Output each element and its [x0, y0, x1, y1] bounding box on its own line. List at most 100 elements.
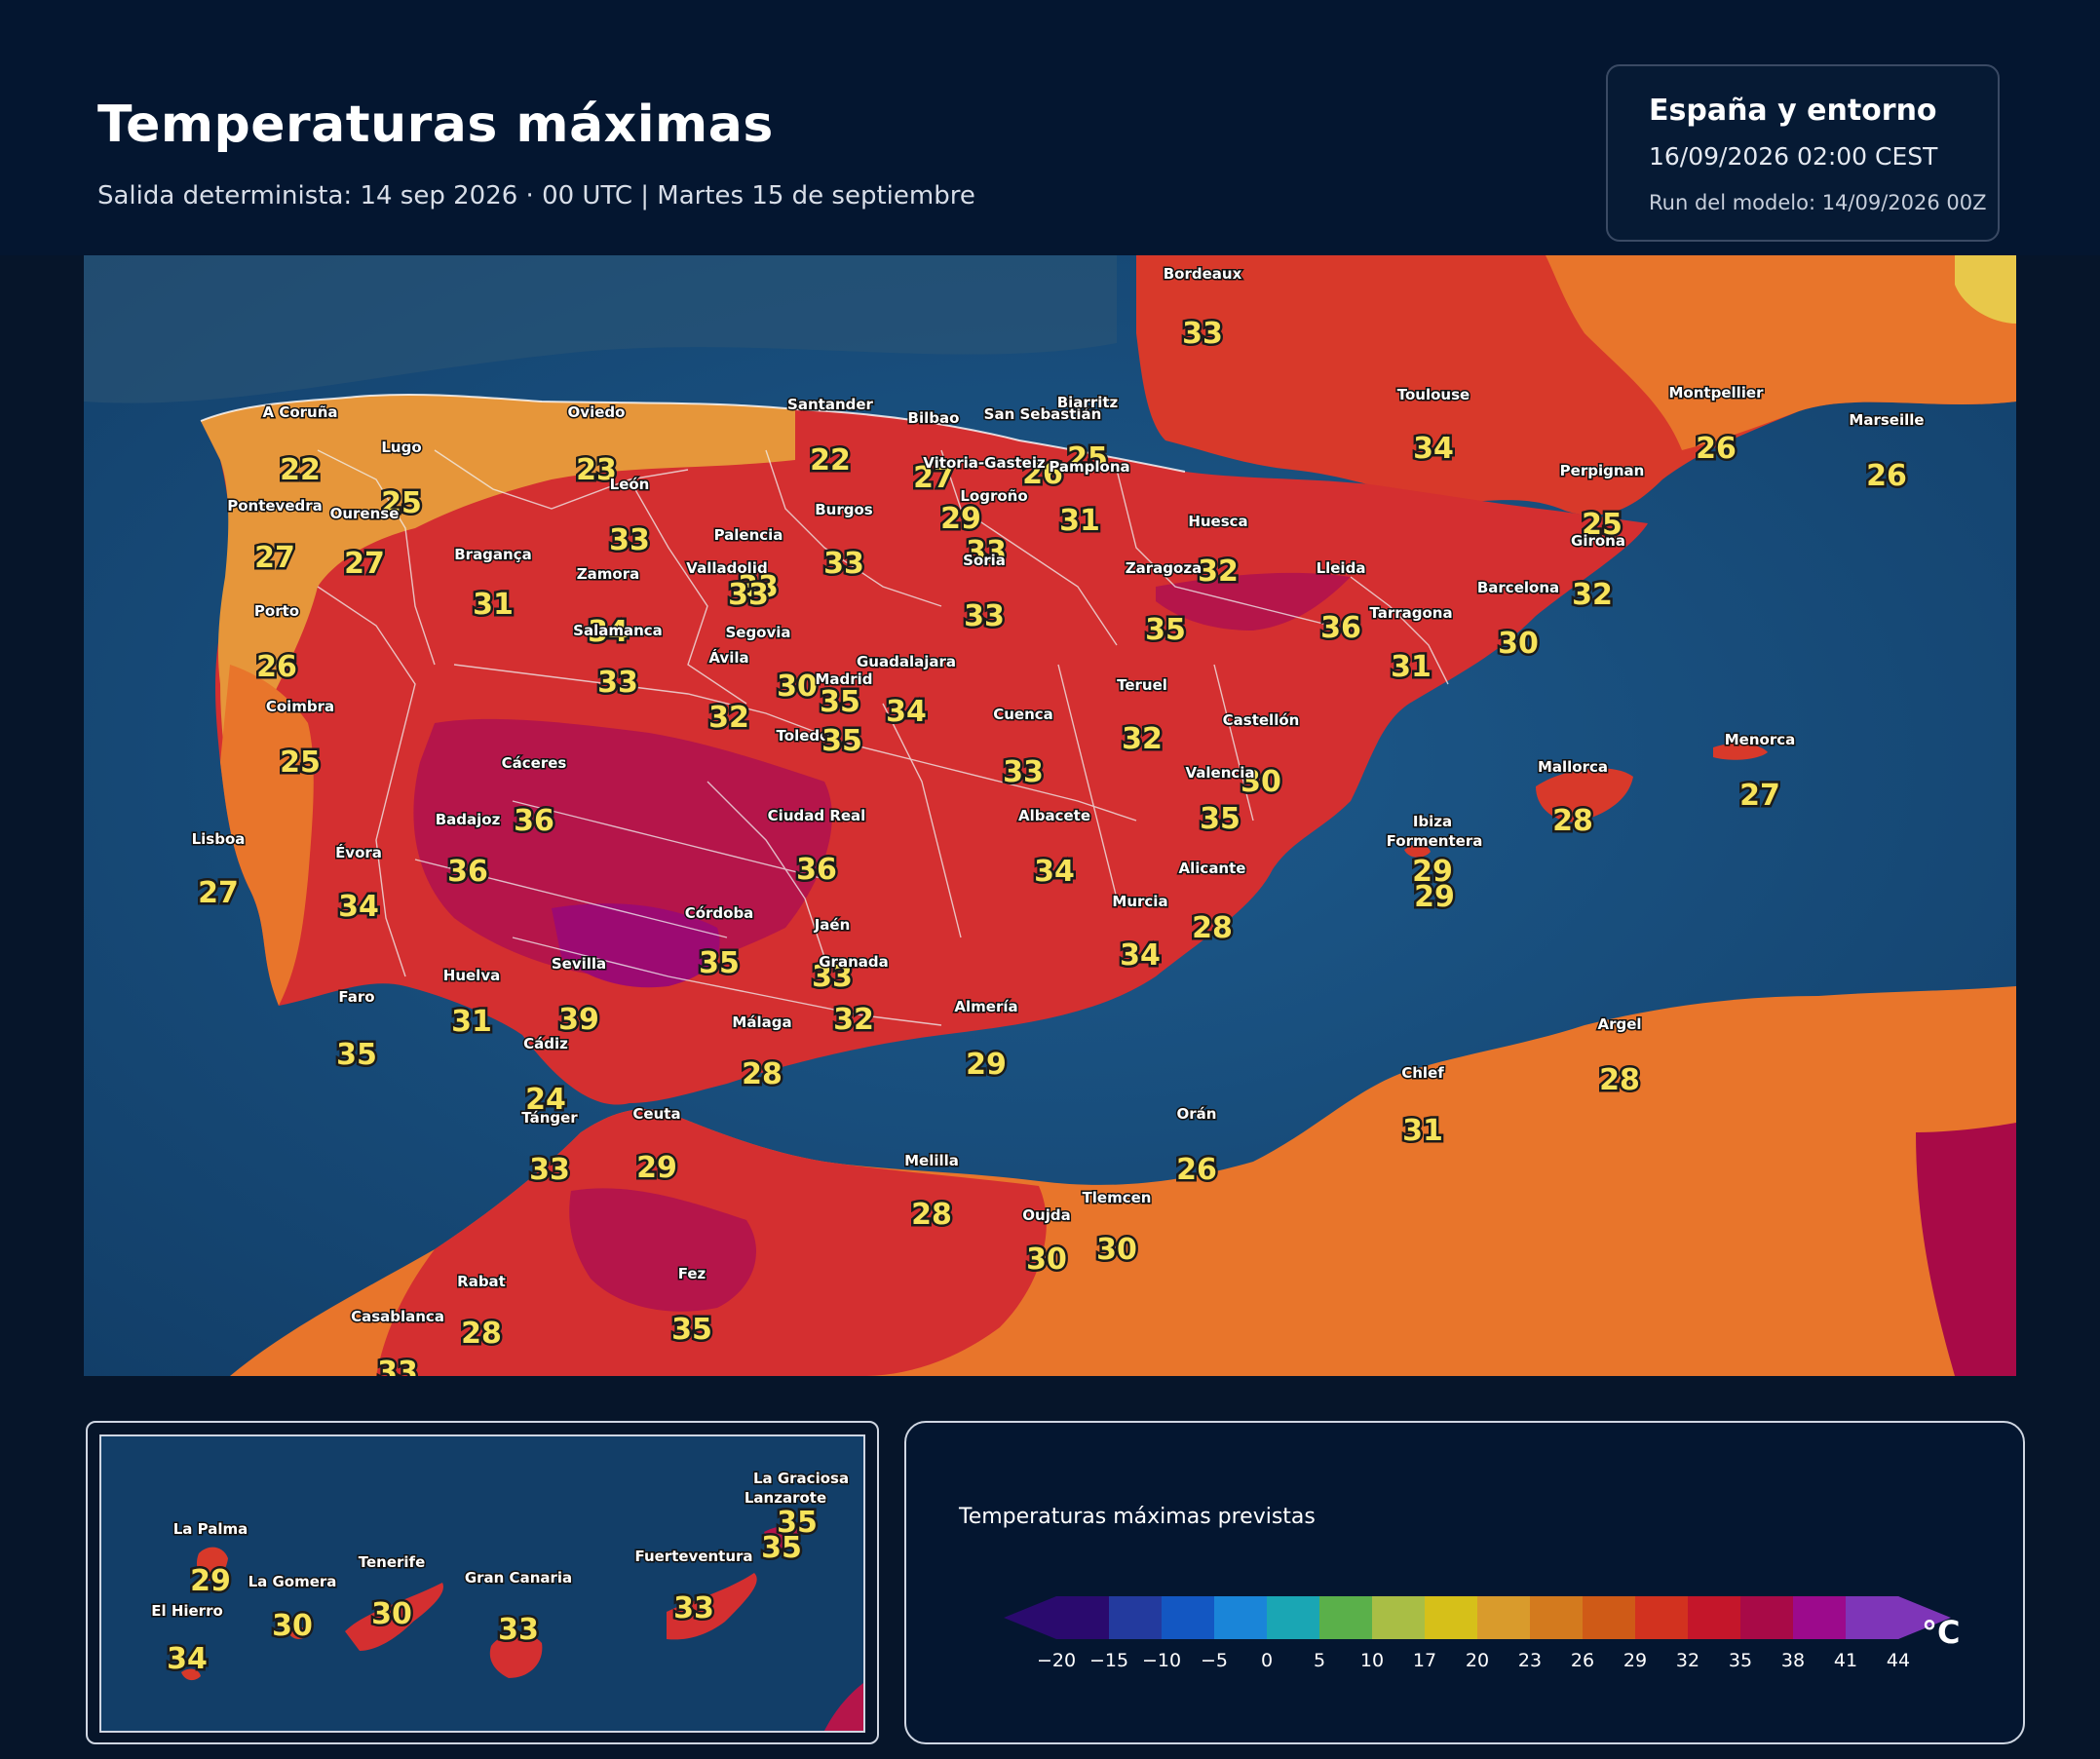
temp-value-zamora: 34: [588, 615, 629, 649]
temp-value-pontevedra: 27: [254, 541, 295, 575]
coastline: [200, 393, 1186, 473]
scale-tick-label: 23: [1518, 1650, 1542, 1671]
place-label-coimbra: Coimbra: [266, 698, 334, 715]
place-label-palencia: Palencia: [714, 526, 783, 544]
temp-value-sevilla: 39: [558, 1003, 599, 1037]
scale-bin-14: [1793, 1596, 1847, 1639]
temp-value-coimbra: 25: [280, 746, 321, 780]
canarias-inset-panel: La Graciosa 35 Lanzarote 35 La Palma 29 Teneri…: [86, 1421, 879, 1744]
place-label-guadalajara: Guadalajara: [857, 653, 956, 670]
temp-value-a-coruna: 22: [280, 453, 321, 487]
place-label-castellon: Castellón: [1223, 711, 1300, 729]
temp-value-montpellier: 26: [1696, 432, 1737, 466]
temp-value-el-hierro: 34: [167, 1642, 208, 1676]
scale-bin-1: [1109, 1596, 1163, 1639]
north-coast-cool: [201, 394, 795, 801]
east-africa-hot-zone: [1916, 1123, 2016, 1376]
temp-value-ourense: 27: [344, 547, 385, 581]
temp-value-salamanca: 33: [597, 666, 638, 700]
place-label-a-coruna: A Coruña: [262, 403, 337, 421]
run-subtitle: Salida determinista: 14 sep 2026 · 00 UT…: [97, 181, 975, 210]
place-label-ourense: Ourense: [330, 505, 400, 522]
scale-bin-3: [1214, 1596, 1268, 1639]
place-label-zamora: Zamora: [577, 565, 639, 583]
temp-value-guadalajara: 34: [886, 695, 927, 729]
place-label-cuenca: Cuenca: [993, 706, 1053, 723]
place-label-lugo: Lugo: [381, 439, 421, 456]
temp-value-formentera: 29: [1414, 880, 1455, 914]
temp-value-ceuta: 29: [636, 1151, 677, 1185]
place-label-santander: Santander: [787, 396, 873, 413]
scale-arrow-high: [1898, 1596, 1951, 1639]
temp-value-braganca: 31: [473, 588, 514, 622]
place-label-melilla: Melilla: [904, 1152, 959, 1169]
temp-value-burgos: 33: [823, 547, 864, 581]
place-label-caceres: Cáceres: [502, 754, 567, 772]
temp-value-la-graciosa: 35: [777, 1506, 818, 1540]
temp-value-la-gomera: 30: [272, 1609, 313, 1643]
scale-bin-10: [1583, 1596, 1636, 1639]
place-label-almeria: Almería: [954, 998, 1017, 1015]
place-label-tenerife: Tenerife: [359, 1553, 426, 1571]
place-label-montpellier: Montpellier: [1669, 384, 1765, 402]
place-label-la-palma: La Palma: [173, 1520, 248, 1538]
temp-value-santander: 22: [810, 443, 851, 478]
place-label-toledo: Toledo: [777, 727, 830, 745]
place-label-lisboa: Lisboa: [192, 830, 246, 848]
scale-bin-11: [1635, 1596, 1689, 1639]
temp-value-menorca: 27: [1739, 779, 1780, 813]
ebro-hot-zone: [1156, 572, 1351, 631]
place-label-salamanca: Salamanca: [573, 622, 663, 639]
main-map[interactable]: Bordeaux 33 Toulouse 34 Montpellier 26 Marseil…: [84, 255, 2016, 1376]
temp-value-avila: 32: [708, 701, 749, 735]
temp-value-san-sebastian: 26: [1022, 457, 1063, 491]
temp-value-biarritz: 25: [1067, 441, 1108, 476]
header-bar: Temperaturas máximas Salida determinista…: [0, 0, 2100, 255]
place-label-ceuta: Ceuta: [632, 1105, 680, 1123]
place-label-jaen: Jaén: [814, 916, 851, 934]
place-label-porto: Porto: [254, 602, 299, 620]
place-label-teruel: Teruel: [1117, 676, 1167, 694]
info-box: España y entorno 16/09/2026 02:00 CEST R…: [1606, 64, 2000, 242]
temp-value-valladolid: 33: [728, 578, 769, 612]
legend-title: Temperaturas máximas previstas: [959, 1505, 1316, 1529]
place-label-huelva: Huelva: [443, 967, 500, 984]
place-label-sevilla: Sevilla: [552, 955, 606, 973]
temp-value-fuerteventura: 33: [673, 1591, 714, 1625]
place-label-gran-canaria: Gran Canaria: [465, 1569, 572, 1587]
la-gomera-land: [286, 1625, 308, 1639]
temp-value-madrid: 35: [820, 685, 860, 719]
lanzarote-land: [764, 1526, 801, 1550]
valid-time: 16/09/2026 02:00 CEST: [1649, 142, 1938, 171]
temp-value-segovia: 30: [777, 669, 818, 704]
place-label-zaragoza: Zaragoza: [1126, 559, 1202, 577]
atlantic-shade: [84, 255, 1117, 403]
scale-tick-label: 26: [1571, 1650, 1594, 1671]
temp-value-tanger: 33: [529, 1153, 570, 1187]
model-run-label: Run del modelo: 14/09/2026 00Z: [1649, 191, 1987, 214]
temp-value-bilbao: 27: [913, 461, 954, 495]
place-label-pontevedra: Pontevedra: [227, 497, 323, 515]
temp-value-vitoria-gasteiz: 29: [940, 502, 981, 536]
place-label-malaga: Málaga: [732, 1013, 791, 1031]
temp-value-cuenca: 33: [1003, 755, 1044, 789]
place-label-el-hierro: El Hierro: [151, 1602, 223, 1620]
place-label-menorca: Menorca: [1725, 731, 1796, 748]
place-label-soria: Soria: [963, 552, 1006, 569]
canarias-map[interactable]: La Graciosa 35 Lanzarote 35 La Palma 29 Teneri…: [99, 1434, 865, 1733]
place-label-formentera: Formentera: [1387, 832, 1483, 850]
temp-value-lanzarote: 35: [761, 1531, 802, 1565]
africa-coast-corner: [824, 1683, 863, 1731]
scale-tick-label: 32: [1676, 1650, 1699, 1671]
place-label-granada: Granada: [819, 953, 889, 971]
temp-value-tlemcen: 30: [1096, 1233, 1137, 1267]
scale-arrow-low: [1004, 1596, 1056, 1639]
temp-value-girona: 32: [1572, 578, 1613, 612]
temp-value-rabat: 28: [461, 1317, 502, 1351]
place-label-marseille: Marseille: [1849, 411, 1924, 429]
scale-bin-4: [1267, 1596, 1320, 1639]
scale-bin-0: [1056, 1596, 1110, 1639]
place-label-pamplona: Pamplona: [1049, 458, 1129, 476]
place-label-leon: León: [610, 476, 650, 493]
place-label-tlemcen: Tlemcen: [1083, 1189, 1152, 1206]
